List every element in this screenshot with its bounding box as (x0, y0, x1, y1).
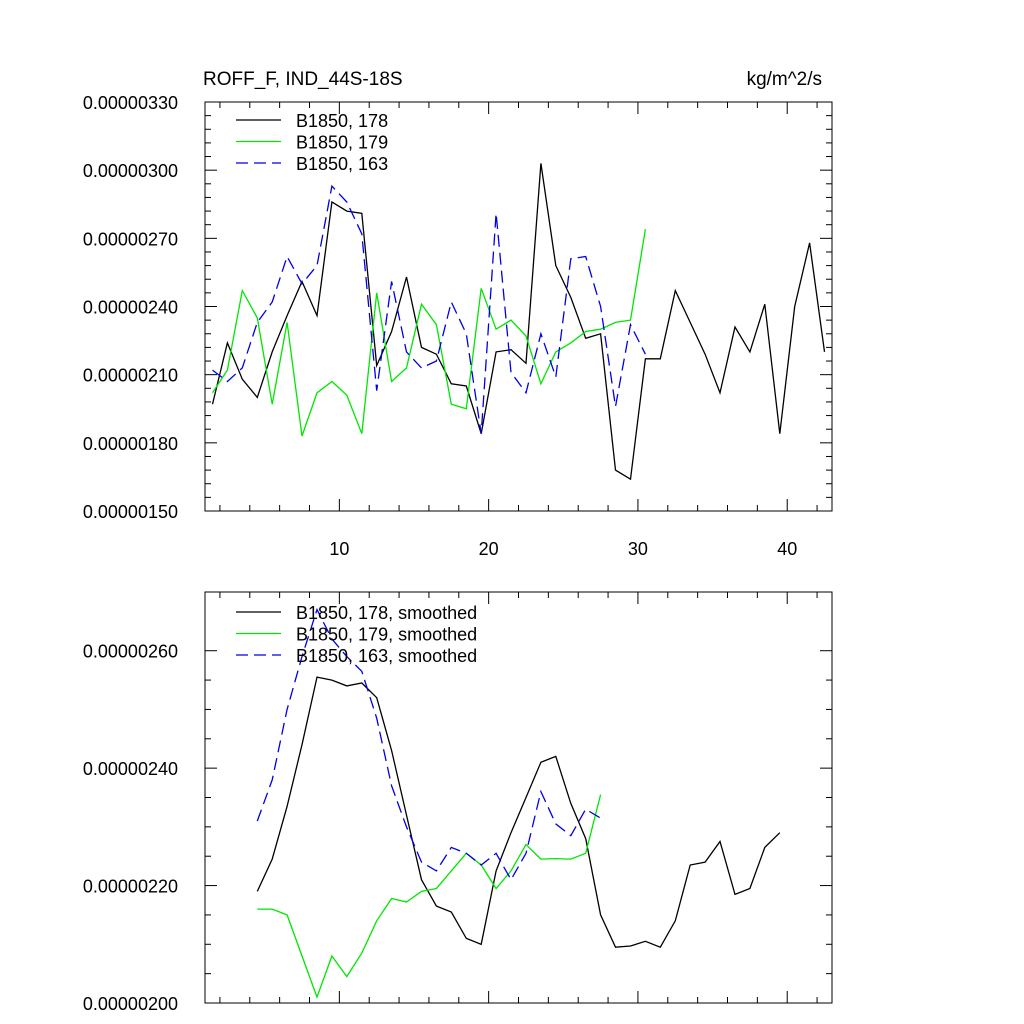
legend-label-1: B1850, 178 (296, 111, 388, 131)
y-tick-label: 0.00000260 (83, 642, 178, 662)
y-tick-label: 0.00000330 (83, 93, 178, 113)
legend-label-3: B1850, 163, smoothed (296, 646, 477, 666)
y-tick-label: 0.00000200 (83, 994, 178, 1014)
units-label: kg/m^2/s (747, 69, 822, 90)
legend-label-3: B1850, 163 (296, 154, 388, 174)
x-tick-label: 30 (628, 539, 648, 559)
legend-label-1: B1850, 178, smoothed (296, 603, 477, 623)
y-tick-label: 0.00000300 (83, 161, 178, 181)
series-line-3 (256, 607, 601, 882)
bottom-panel: 0.00000200 0.00000220 0.00000240 0.00000260… (83, 591, 833, 1014)
y-tick-label: 0.00000240 (83, 759, 178, 779)
y-tick-label: 0.00000180 (83, 434, 178, 454)
series-line-3 (212, 184, 646, 434)
legend-label-2: B1850, 179, smoothed (296, 625, 477, 645)
x-tick-label: 40 (777, 539, 797, 559)
x-tick-label: 10 (329, 539, 349, 559)
legend-label-2: B1850, 179 (296, 133, 388, 153)
series-line-2 (211, 229, 647, 437)
top-panel: 10 20 30 40 0.00000150 0.00000180 0.00000210 0.… (83, 93, 833, 559)
y-tick-label: 0.00000240 (83, 298, 178, 318)
series-line-1 (211, 163, 826, 481)
y-tick-label: 0.00000270 (83, 229, 178, 249)
chart-title: ROFF_F, IND_44S-18S (203, 69, 403, 90)
y-tick-label: 0.00000210 (83, 366, 178, 386)
y-tick-label: 0.00000220 (83, 877, 178, 897)
x-tick-label: 20 (479, 539, 499, 559)
series-line-2 (257, 794, 602, 1000)
y-tick-label: 0.00000150 (83, 502, 178, 522)
series-line-1 (256, 676, 781, 949)
